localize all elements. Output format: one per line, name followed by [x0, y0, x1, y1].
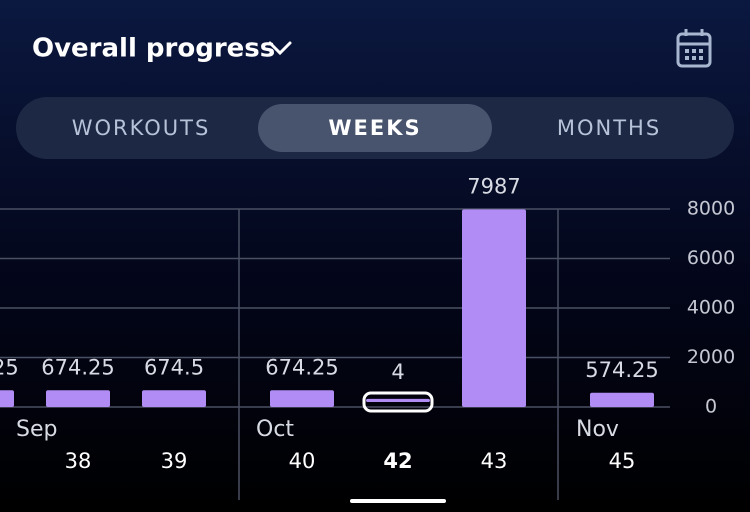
x-tick-label: 42	[383, 449, 412, 473]
value-label: 574.25	[585, 358, 658, 382]
value-label: 7987	[467, 174, 520, 198]
bar[interactable]	[142, 390, 206, 407]
month-label: Nov	[576, 417, 619, 442]
tab[interactable]: WEEKS	[328, 116, 421, 140]
x-tick-label: 40	[289, 449, 316, 473]
scroll-indicator	[350, 499, 446, 503]
bar[interactable]	[46, 390, 110, 407]
value-label: 674.25	[41, 355, 114, 379]
bar[interactable]	[0, 390, 14, 407]
header-title[interactable]: Overall progress	[32, 34, 275, 64]
bar[interactable]	[590, 392, 654, 407]
y-tick-label: 2000	[687, 346, 735, 368]
tab[interactable]: WORKOUTS	[72, 116, 211, 140]
month-label: Sep	[16, 417, 57, 442]
x-tick-label: 45	[609, 449, 636, 473]
calendar-dots	[685, 49, 703, 60]
value-label: 674.25	[0, 355, 19, 379]
bar[interactable]	[366, 398, 430, 402]
x-tick-label: 43	[481, 449, 508, 473]
selected-bar-outline	[362, 391, 434, 413]
x-tick-label: 38	[65, 449, 92, 473]
value-label: 674.5	[144, 355, 204, 379]
bar[interactable]	[462, 209, 526, 407]
y-tick-label: 8000	[687, 198, 735, 220]
dropdown-chevron[interactable]	[268, 41, 292, 56]
value-label: 674.25	[265, 355, 338, 379]
bar[interactable]	[270, 390, 334, 407]
month-label: Oct	[256, 417, 294, 442]
value-label: 4	[391, 360, 404, 384]
tab-selected-bg	[258, 104, 492, 152]
calendar-icon[interactable]	[676, 29, 712, 68]
y-tick-label: 6000	[687, 247, 735, 269]
y-tick-label: 0	[705, 396, 717, 418]
y-tick-label: 4000	[687, 297, 735, 319]
tab[interactable]: MONTHS	[557, 116, 661, 140]
x-tick-label: 39	[161, 449, 188, 473]
